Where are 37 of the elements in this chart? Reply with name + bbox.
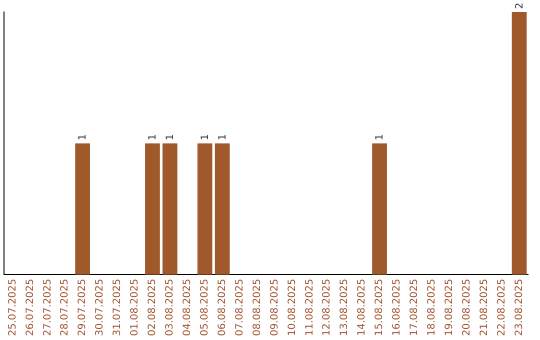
x-tick-label: 25.07.2025 [7,278,18,336]
x-tick-label: 26.07.2025 [24,278,36,336]
x-tick-label: 09.08.2025 [269,278,280,336]
data-label: 1 [374,134,386,140]
x-tick-label: 21.08.2025 [478,278,490,336]
x-tick-label: 02.08.2025 [147,278,158,336]
x-tick-label: 03.08.2025 [164,278,176,336]
data-label: 1 [164,134,176,140]
x-tick-label: 10.08.2025 [286,278,298,336]
x-tick-label: 17.08.2025 [409,278,420,336]
x-tick-label: 05.08.2025 [199,278,210,336]
x-tick-label: 19.08.2025 [444,278,455,336]
data-label: 1 [200,134,211,140]
data-label: 1 [217,134,228,140]
x-tick-label: 23.08.2025 [514,278,525,336]
x-tick-label: 14.08.2025 [356,278,368,336]
x-tick-label: 07.08.2025 [234,278,246,336]
x-tick-label: 15.08.2025 [374,278,386,336]
x-tick-label: 27.07.2025 [42,278,54,336]
x-tick-label: 28.07.2025 [60,278,71,336]
x-tick-label: 08.08.2025 [252,278,263,336]
x-tick-label: 22.08.2025 [496,278,508,336]
x-tick-label: 12.08.2025 [322,278,333,336]
x-tick-label: 13.08.2025 [339,278,350,336]
x-tick-label: 06.08.2025 [216,278,228,336]
x-tick-label: 31.07.2025 [112,278,124,336]
x-tick-label: 04.08.2025 [182,278,193,336]
x-tick-label: 20.08.2025 [461,278,472,336]
data-label: 1 [147,134,158,140]
x-tick-label: 01.08.2025 [130,278,141,336]
data-label: 2 [514,2,526,9]
x-tick-label: 29.07.2025 [77,278,88,336]
x-tick-label: 18.08.2025 [426,278,438,336]
x-tick-label: 11.08.2025 [304,278,316,336]
x-tick-label: 30.07.2025 [94,278,106,336]
data-label: 1 [78,134,89,140]
x-tick-label: 16.08.2025 [392,278,403,336]
